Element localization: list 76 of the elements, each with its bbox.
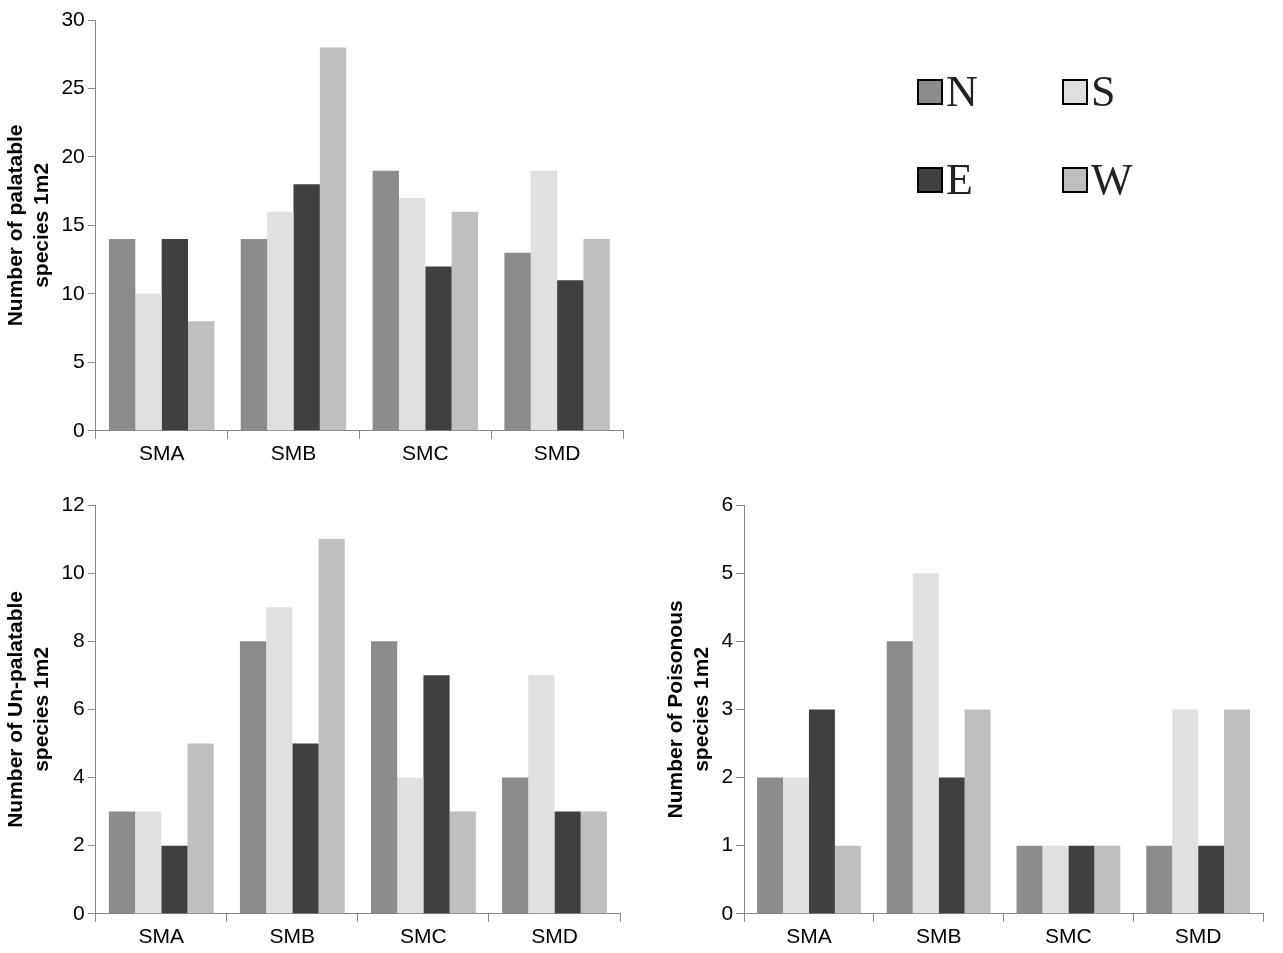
legend-label: N xyxy=(946,66,978,116)
y-tick-label: 0 xyxy=(721,900,734,924)
bar xyxy=(161,845,188,914)
y-tick-label: 8 xyxy=(73,628,85,652)
bar xyxy=(554,811,581,914)
x-tick-label: SMB xyxy=(915,924,962,948)
bar xyxy=(1172,709,1199,914)
legend-label: W xyxy=(1091,154,1133,204)
bar xyxy=(425,266,452,431)
y-tick-label: 6 xyxy=(721,491,734,515)
y-axis-title: Number of Un-palatable species 1m2 xyxy=(3,590,52,828)
x-tick-label: SMD xyxy=(533,441,581,465)
bar xyxy=(912,573,939,914)
bar xyxy=(964,709,991,914)
y-tick-label: 5 xyxy=(721,559,734,583)
bar xyxy=(187,743,214,914)
bar xyxy=(1042,845,1069,914)
x-tick-label: SMB xyxy=(269,924,316,948)
bar xyxy=(451,211,479,431)
legend-label: E xyxy=(946,154,973,204)
bar xyxy=(188,321,215,431)
x-tick-label: SMA xyxy=(138,441,185,465)
y-tick-label: 12 xyxy=(61,491,85,515)
bar xyxy=(1068,845,1095,914)
y-tick-label: 25 xyxy=(61,75,85,99)
bar xyxy=(1094,845,1121,914)
bar xyxy=(135,293,162,431)
bar xyxy=(423,675,450,914)
y-tick-label: 6 xyxy=(73,696,85,720)
y-tick-label: 0 xyxy=(73,900,85,924)
x-tick-label: SMC xyxy=(1045,924,1092,948)
y-tick-label: 4 xyxy=(73,764,86,788)
y-tick-label: 3 xyxy=(721,696,734,720)
bar xyxy=(557,280,584,431)
bar xyxy=(1224,709,1251,914)
y-tick-label: 1 xyxy=(721,832,734,856)
bar xyxy=(319,47,347,431)
y-tick-label: 4 xyxy=(721,628,734,652)
bar xyxy=(580,811,607,914)
x-tick-label: SMD xyxy=(1174,924,1222,948)
x-tick-label: SMA xyxy=(786,924,832,948)
bar xyxy=(397,777,424,914)
x-tick-label: SMA xyxy=(138,924,185,948)
x-tick-label: SMD xyxy=(531,924,578,948)
y-tick-label: 15 xyxy=(61,212,85,236)
bar xyxy=(1198,845,1225,914)
y-tick-label: 20 xyxy=(61,143,85,167)
y-tick-label: 2 xyxy=(73,832,85,856)
bar xyxy=(449,811,476,914)
bar xyxy=(135,811,162,914)
bar xyxy=(267,211,294,431)
x-tick-label: SMC xyxy=(401,441,449,465)
bar xyxy=(530,170,558,431)
bar xyxy=(808,709,835,914)
y-tick-label: 2 xyxy=(721,764,734,788)
y-axis-title: Number of palatable species 1m2 xyxy=(3,124,52,327)
bar xyxy=(266,607,293,914)
y-tick-label: 5 xyxy=(73,349,85,373)
y-tick-label: 0 xyxy=(73,417,85,441)
bar xyxy=(583,239,610,431)
bar xyxy=(292,743,319,914)
x-tick-label: SMB xyxy=(270,441,317,465)
bar xyxy=(161,239,189,431)
bar xyxy=(293,184,320,431)
bar xyxy=(318,539,345,914)
bar xyxy=(834,845,861,914)
legend-label: S xyxy=(1091,66,1116,116)
y-tick-label: 10 xyxy=(61,280,85,304)
bar xyxy=(938,777,965,914)
y-tick-label: 30 xyxy=(61,6,85,30)
y-axis-title: Number of Poisonous species 1m2 xyxy=(663,600,712,819)
y-tick-label: 10 xyxy=(61,559,85,583)
x-tick-label: SMC xyxy=(400,924,447,948)
bar xyxy=(783,777,809,914)
bar xyxy=(398,198,426,431)
bar xyxy=(528,675,555,914)
